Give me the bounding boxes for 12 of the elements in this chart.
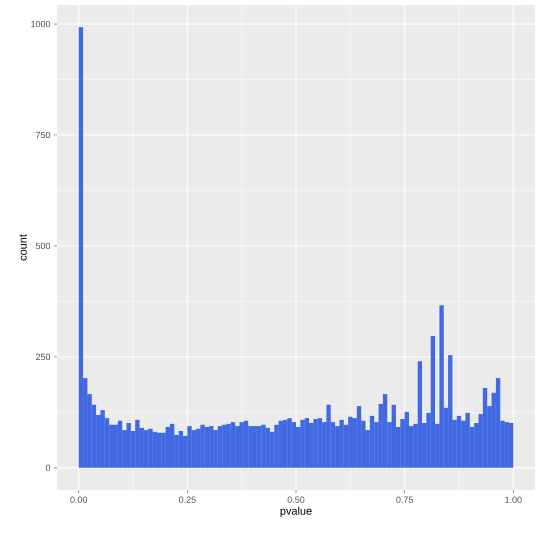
x-tick-label: 0.25: [178, 496, 196, 503]
x-tick-label: 0.75: [396, 496, 413, 503]
y-tick-label: 500: [36, 242, 50, 250]
y-axis-title: count: [20, 234, 27, 260]
x-tick-label: 0.00: [70, 496, 88, 503]
y-tick-label: 1000: [31, 20, 50, 28]
y-tick-label: 250: [36, 354, 50, 360]
x-axis-title: pvalue: [280, 506, 312, 517]
y-tick-label: 0: [46, 464, 50, 471]
x-tick-label: 0.50: [288, 496, 304, 503]
x-tick-label: 1.00: [505, 496, 522, 503]
y-tick-label: 750: [36, 132, 50, 138]
